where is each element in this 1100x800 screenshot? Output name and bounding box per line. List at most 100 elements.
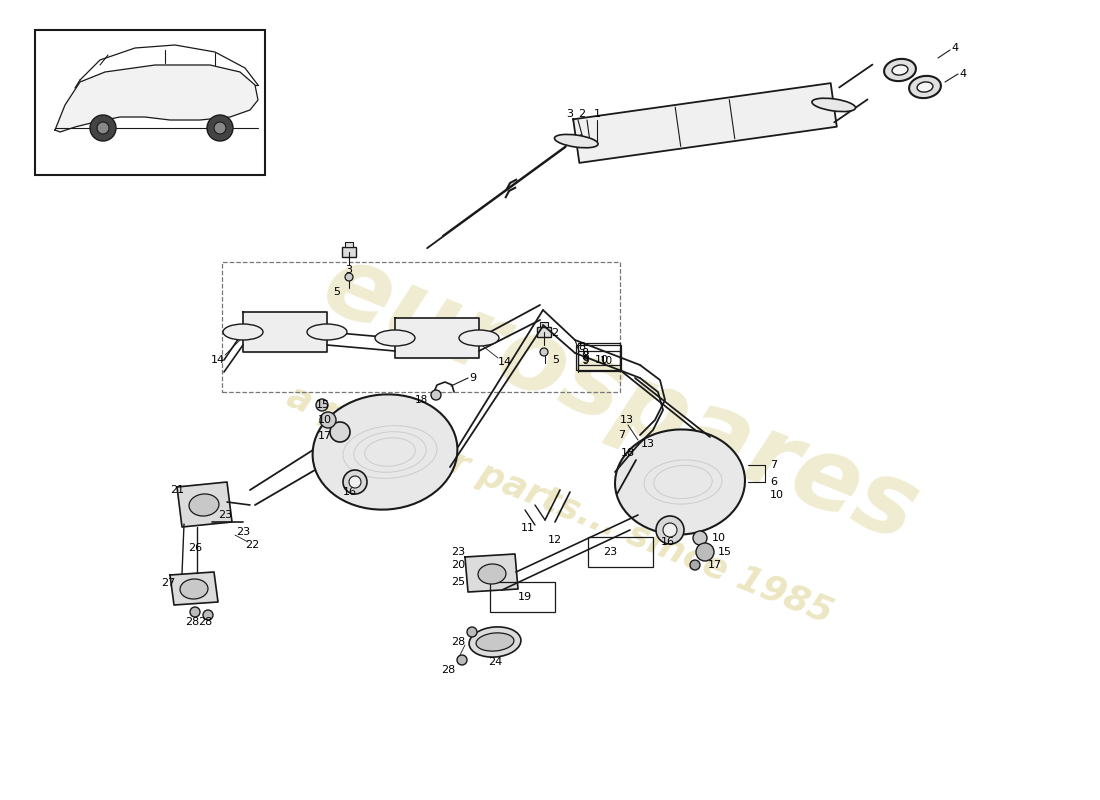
Text: 28: 28 [198, 617, 212, 627]
Text: 13: 13 [641, 439, 654, 449]
Text: 2: 2 [551, 328, 559, 338]
Text: 23: 23 [218, 510, 232, 520]
Circle shape [190, 607, 200, 617]
Text: 5: 5 [333, 287, 340, 297]
Ellipse shape [909, 76, 940, 98]
Bar [578, 351, 620, 371]
Text: 18: 18 [415, 395, 428, 405]
Text: 9: 9 [581, 355, 589, 365]
Text: 28: 28 [185, 617, 199, 627]
Polygon shape [170, 572, 218, 605]
Text: eurospares: eurospares [309, 237, 932, 563]
Bar [578, 343, 620, 365]
Text: 8: 8 [582, 351, 588, 361]
Ellipse shape [223, 324, 263, 340]
Circle shape [90, 115, 116, 141]
Text: 6: 6 [770, 477, 777, 487]
Text: a part for parts... since 1985: a part for parts... since 1985 [283, 379, 838, 630]
Polygon shape [55, 65, 258, 132]
Ellipse shape [312, 394, 458, 510]
Text: 9: 9 [470, 373, 476, 383]
Ellipse shape [180, 579, 208, 599]
Text: 8: 8 [578, 342, 585, 352]
Text: 14: 14 [211, 355, 226, 365]
Text: 10: 10 [712, 533, 726, 543]
Text: 8: 8 [581, 348, 589, 358]
Circle shape [468, 627, 477, 637]
Text: 3: 3 [566, 109, 573, 119]
Ellipse shape [459, 330, 499, 346]
Text: 19: 19 [518, 592, 532, 602]
Ellipse shape [917, 82, 933, 92]
Circle shape [540, 348, 548, 356]
Text: 28: 28 [441, 665, 455, 675]
Ellipse shape [615, 430, 745, 534]
Text: 28: 28 [451, 637, 465, 647]
Text: 1: 1 [594, 109, 601, 119]
Text: 15: 15 [316, 400, 330, 410]
Text: 17: 17 [318, 431, 332, 441]
Circle shape [330, 422, 350, 442]
Ellipse shape [478, 564, 506, 584]
Text: 15: 15 [718, 547, 732, 557]
Ellipse shape [554, 134, 598, 148]
Ellipse shape [884, 59, 916, 81]
Bar [588, 537, 653, 567]
Text: 17: 17 [708, 560, 722, 570]
Text: 23: 23 [451, 547, 465, 557]
Text: 14: 14 [498, 357, 513, 367]
Text: 16: 16 [661, 537, 675, 547]
Text: 4: 4 [959, 69, 967, 79]
Text: 4: 4 [952, 43, 958, 53]
Ellipse shape [812, 98, 856, 111]
Text: 7: 7 [770, 460, 777, 470]
Text: 18: 18 [620, 448, 635, 458]
Ellipse shape [375, 330, 415, 346]
Polygon shape [177, 482, 232, 527]
Text: 12: 12 [548, 535, 562, 545]
Text: 10: 10 [770, 490, 784, 500]
Text: 11: 11 [521, 523, 535, 533]
Polygon shape [243, 312, 327, 352]
Text: 23: 23 [603, 547, 617, 557]
Circle shape [456, 655, 468, 665]
Ellipse shape [476, 633, 514, 651]
Ellipse shape [892, 65, 907, 75]
Text: 25: 25 [451, 577, 465, 587]
Circle shape [97, 122, 109, 134]
Text: 10: 10 [600, 356, 613, 366]
Circle shape [696, 543, 714, 561]
Text: 22: 22 [245, 540, 260, 550]
Ellipse shape [469, 627, 521, 657]
Circle shape [343, 470, 367, 494]
Bar [35, 30, 265, 175]
Circle shape [690, 560, 700, 570]
Text: 10: 10 [318, 415, 332, 425]
Circle shape [693, 531, 707, 545]
Text: 3: 3 [345, 265, 352, 275]
Text: 23: 23 [235, 527, 250, 537]
Circle shape [316, 399, 328, 411]
Text: 2: 2 [578, 109, 585, 119]
Circle shape [349, 476, 361, 488]
Text: 13: 13 [620, 415, 634, 425]
Bar [537, 327, 551, 337]
Circle shape [663, 523, 676, 537]
Circle shape [204, 610, 213, 620]
Text: 9: 9 [582, 356, 588, 366]
Circle shape [656, 516, 684, 544]
Text: 10: 10 [595, 355, 609, 365]
Circle shape [320, 412, 336, 428]
Text: 26: 26 [188, 543, 202, 553]
Text: 16: 16 [343, 487, 358, 497]
Polygon shape [573, 83, 837, 163]
Bar [345, 242, 353, 247]
Circle shape [207, 115, 233, 141]
Text: 27: 27 [161, 578, 175, 588]
Text: 24: 24 [488, 657, 502, 667]
Ellipse shape [307, 324, 346, 340]
Bar [342, 247, 356, 257]
Bar [490, 582, 556, 612]
Circle shape [214, 122, 225, 134]
Text: 7: 7 [618, 430, 626, 440]
